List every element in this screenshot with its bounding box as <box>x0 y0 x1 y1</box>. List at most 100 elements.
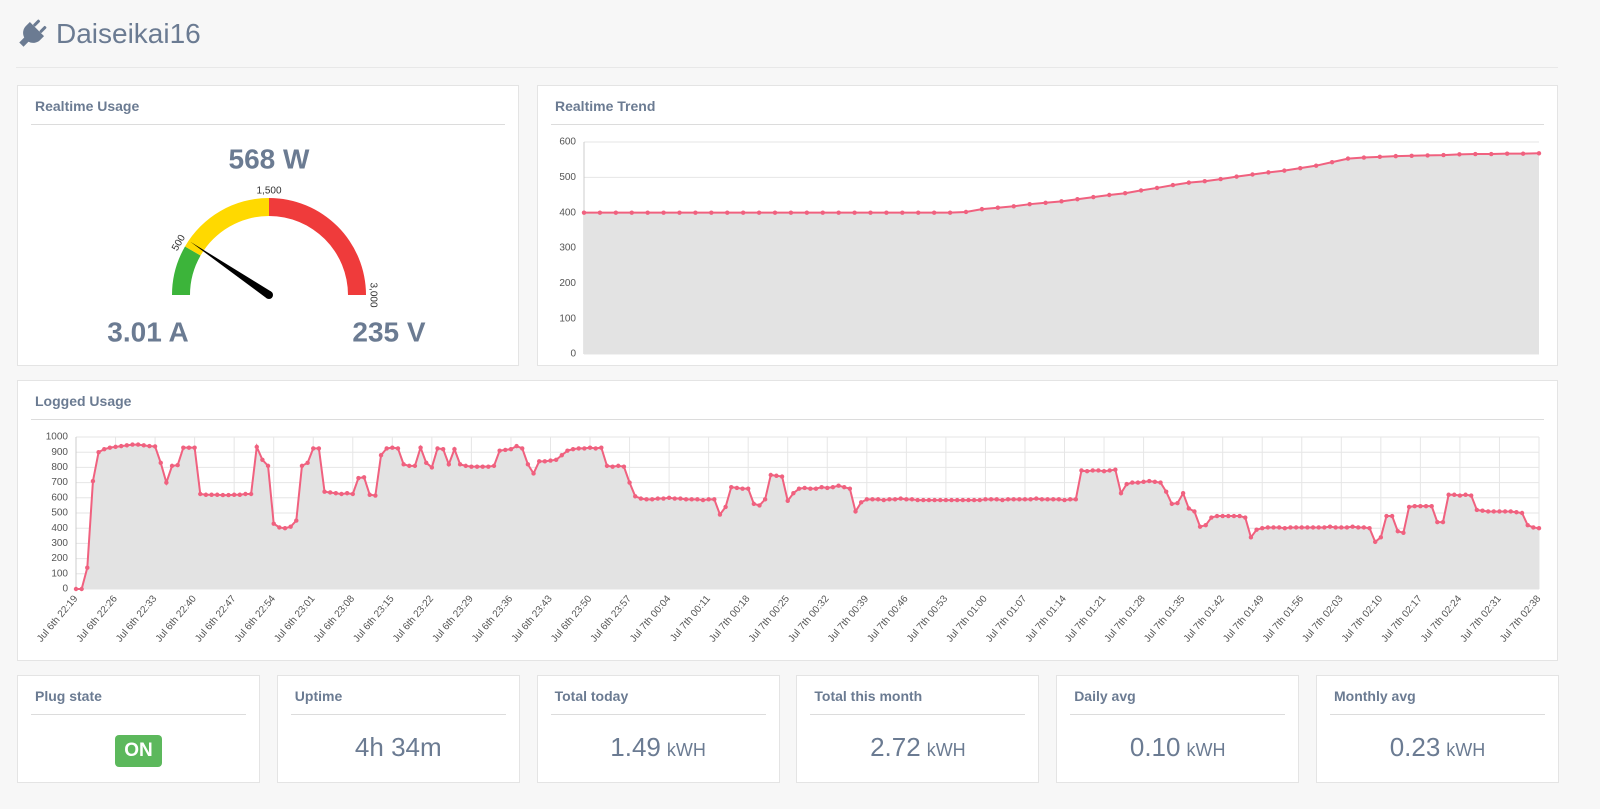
point <box>1141 479 1146 485</box>
point <box>717 512 723 517</box>
point <box>1209 515 1214 520</box>
point <box>384 446 389 451</box>
point <box>629 210 634 215</box>
point <box>1170 182 1176 188</box>
y-tick-label: 600 <box>51 492 68 503</box>
point <box>1056 497 1062 502</box>
card-unit: kWH <box>666 740 706 760</box>
x-tick-label: Jul 6th 22:33 <box>114 593 160 644</box>
y-tick-label: 500 <box>559 172 576 183</box>
point <box>271 521 276 526</box>
point <box>1220 513 1225 519</box>
point <box>130 442 135 447</box>
point <box>1218 176 1223 182</box>
point <box>1372 539 1378 545</box>
point <box>395 446 401 451</box>
point <box>1406 504 1412 510</box>
point <box>1237 513 1242 519</box>
point <box>1350 524 1355 529</box>
point <box>709 210 714 215</box>
point <box>1075 197 1080 202</box>
point <box>870 497 875 502</box>
point <box>350 491 355 497</box>
point <box>963 209 969 215</box>
point <box>1514 510 1519 515</box>
point <box>1418 503 1423 509</box>
point <box>802 485 807 491</box>
point <box>693 210 698 215</box>
point <box>1345 156 1351 161</box>
point <box>1457 152 1462 157</box>
point <box>1384 513 1389 519</box>
y-tick-label: 200 <box>51 553 68 564</box>
point <box>226 492 231 498</box>
point <box>525 462 531 467</box>
plug-state-badge: ON <box>115 735 162 767</box>
point <box>1034 496 1039 501</box>
point <box>356 475 361 481</box>
point <box>582 446 587 451</box>
gauge-tick-label: 1,500 <box>256 186 281 197</box>
point <box>1389 513 1395 519</box>
point <box>1333 525 1338 530</box>
stat-card: Total today 1.49 kWH <box>536 675 780 783</box>
point <box>565 448 570 453</box>
point <box>316 446 322 451</box>
point <box>613 210 619 215</box>
point <box>491 463 497 469</box>
point <box>1429 503 1434 509</box>
point <box>638 496 644 501</box>
x-tick-label: Jul 6th 22:19 <box>35 593 81 644</box>
y-tick-label: 0 <box>62 584 68 595</box>
point <box>772 210 778 215</box>
point <box>181 445 186 450</box>
point <box>921 497 926 503</box>
point <box>1022 497 1028 502</box>
point <box>231 492 237 497</box>
card-value: 2.72 <box>870 732 921 762</box>
y-tick-label: 300 <box>559 243 576 254</box>
x-tick-label: Jul 7th 01:28 <box>1103 593 1149 644</box>
x-tick-label: Jul 7th 02:03 <box>1300 593 1346 644</box>
point <box>645 210 650 215</box>
point <box>429 465 435 470</box>
x-tick-label: Jul 6th 23:15 <box>351 593 397 644</box>
point <box>1122 191 1128 196</box>
x-tick-label: Jul 6th 23:01 <box>272 593 318 644</box>
point <box>158 460 163 466</box>
point <box>1474 507 1480 513</box>
page-title: Daiseikai16 <box>56 18 201 49</box>
point <box>531 471 536 476</box>
point <box>452 446 457 452</box>
point <box>779 474 785 479</box>
point <box>661 496 666 501</box>
point <box>875 497 881 502</box>
x-tick-label: Jul 7th 02:10 <box>1340 593 1386 644</box>
point <box>796 486 802 491</box>
area <box>76 444 1539 589</box>
point <box>983 497 988 502</box>
point <box>597 210 603 215</box>
separator <box>1330 714 1545 715</box>
point <box>1158 480 1163 485</box>
point <box>593 446 598 451</box>
y-tick-label: 500 <box>51 508 68 519</box>
point <box>486 464 491 469</box>
point <box>1118 491 1124 496</box>
point <box>1441 152 1446 158</box>
point <box>113 444 118 450</box>
point <box>1378 535 1384 540</box>
point <box>474 464 480 469</box>
card-value-box: 0.23 kWH <box>1317 732 1558 763</box>
x-tick-label: Jul 7th 01:21 <box>1063 593 1109 644</box>
point <box>689 497 694 502</box>
point <box>947 210 953 215</box>
point <box>1011 204 1016 209</box>
x-tick-label: Jul 7th 02:24 <box>1419 593 1465 644</box>
point <box>677 210 682 215</box>
point <box>723 504 728 510</box>
x-tick-label: Jul 6th 22:47 <box>193 593 239 644</box>
point <box>666 495 672 500</box>
point <box>1412 503 1417 509</box>
point <box>1180 491 1186 496</box>
